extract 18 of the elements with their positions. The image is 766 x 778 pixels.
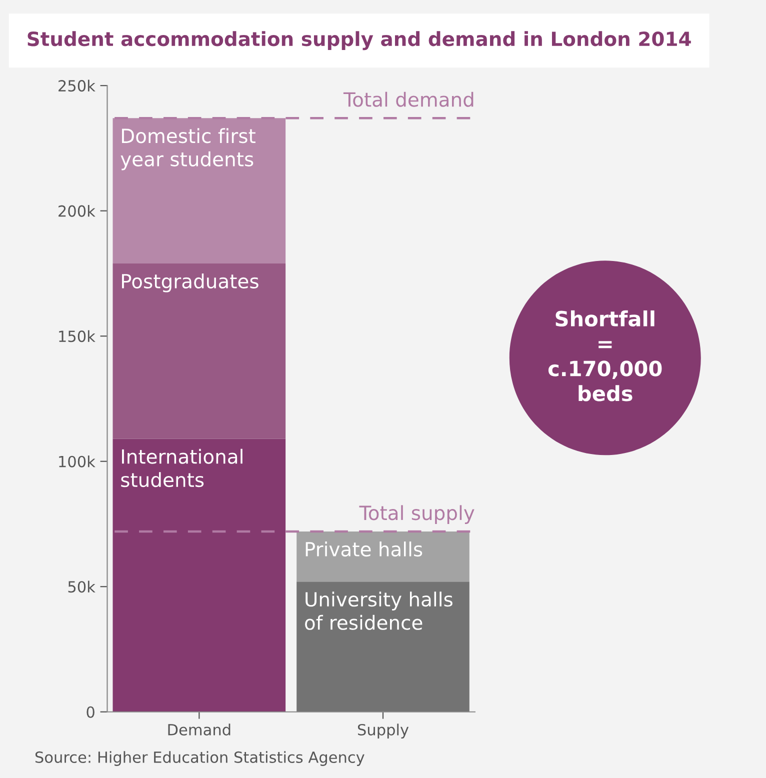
series-label: Domestic first year students [120,128,256,170]
y-tick-label: 150k [59,330,96,342]
y-tick-label: 100k [59,456,96,468]
series-label: University halls of residence [305,592,452,630]
series-label: Private halls [306,542,422,557]
x-tick-label: Demand [168,724,230,736]
x-tick-label: Supply [358,724,409,738]
series-label: International students [121,448,242,488]
source-note: Source: Higher Education Statistics Agency [35,751,364,766]
ref-line-label: Total supply [359,505,474,524]
y-tick-label: 50k [68,580,96,593]
series-label: Postgraduates [122,273,258,292]
y-tick-label: 250k [58,80,96,92]
y-tick-label: 0 [86,706,94,718]
y-tick-label: 200k [58,205,96,217]
text: Shortfall = c.170,000 beds [548,310,662,402]
ref-line-label: Total demand [343,92,474,107]
chart-title: Student accommodation supply and demand in London 2014 [28,31,691,50]
